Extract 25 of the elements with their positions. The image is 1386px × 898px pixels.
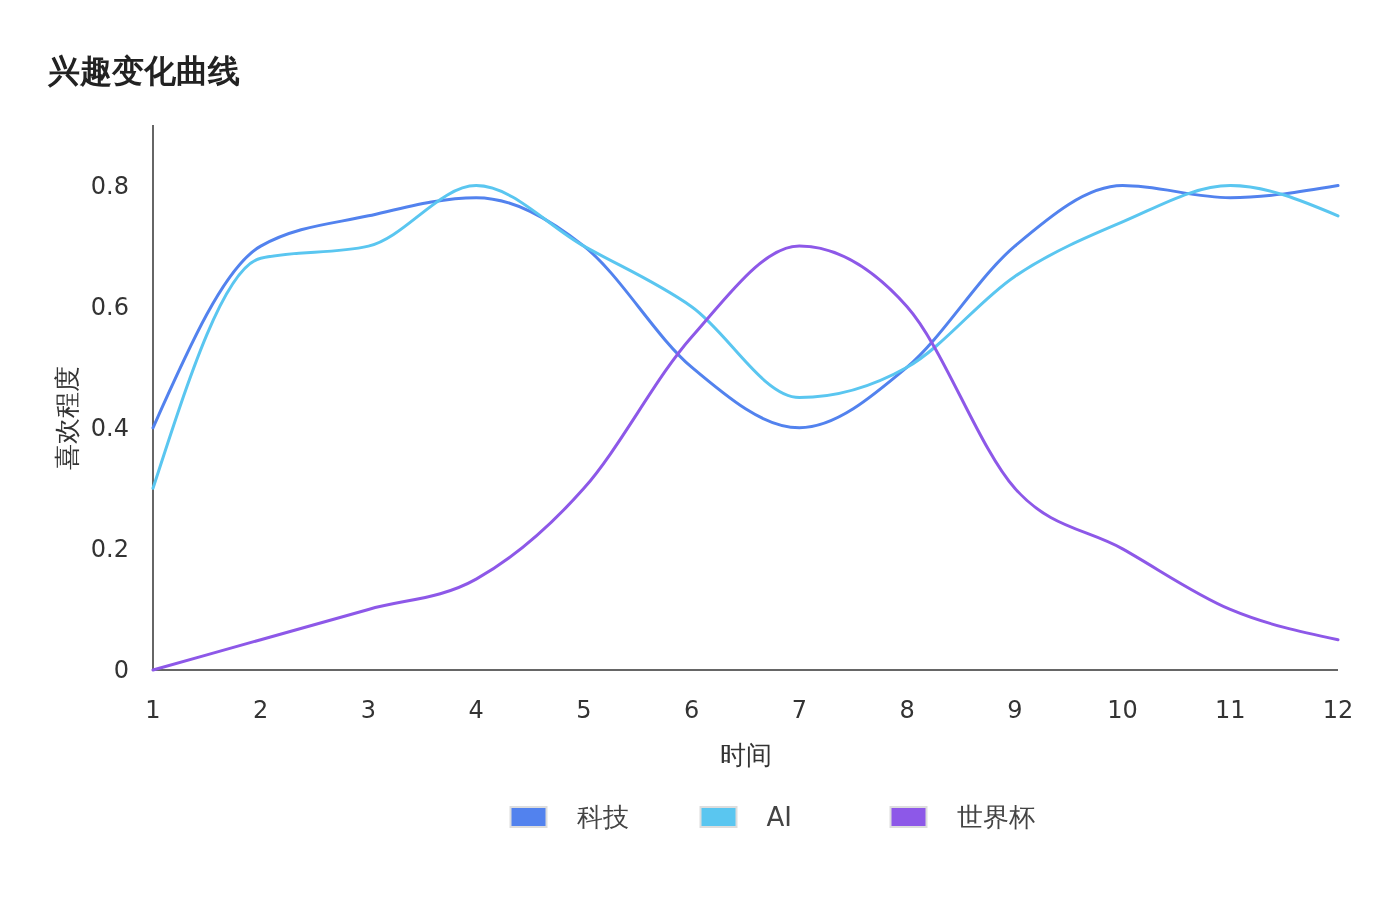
line-series	[151, 184, 1340, 430]
x-tick-label: 7	[791, 696, 807, 725]
x-tick-label: 5	[576, 696, 592, 725]
y-axis-title: 喜欢程度	[52, 365, 82, 470]
x-tick-label: 6	[684, 696, 700, 725]
x-tick-label: 3	[360, 696, 377, 725]
legend-label: 科技	[576, 802, 629, 833]
legend-label: 世界杯	[956, 802, 1035, 833]
x-tick-label: 12	[1322, 696, 1354, 725]
x-tick-label: 1	[145, 696, 161, 725]
y-tick-label: 0.2	[90, 535, 129, 564]
legend-label: AI	[766, 802, 792, 833]
y-tick-label: 0	[113, 656, 129, 685]
x-tick-label: 4	[468, 696, 484, 725]
x-tick-label: 10	[1107, 696, 1138, 725]
y-tick-label: 0.6	[90, 293, 129, 322]
y-tick-label: 0.8	[90, 171, 129, 200]
x-axis-title: 时间	[719, 740, 772, 770]
y-tick-label: 0.4	[90, 414, 129, 443]
chart-title: 兴趣变化曲线	[47, 52, 240, 90]
x-tick-label: 11	[1215, 696, 1246, 725]
line-series	[151, 184, 1340, 490]
x-tick-label: 2	[253, 696, 269, 725]
x-tick-label: 8	[899, 696, 915, 725]
x-tick-label: 9	[1007, 696, 1023, 725]
